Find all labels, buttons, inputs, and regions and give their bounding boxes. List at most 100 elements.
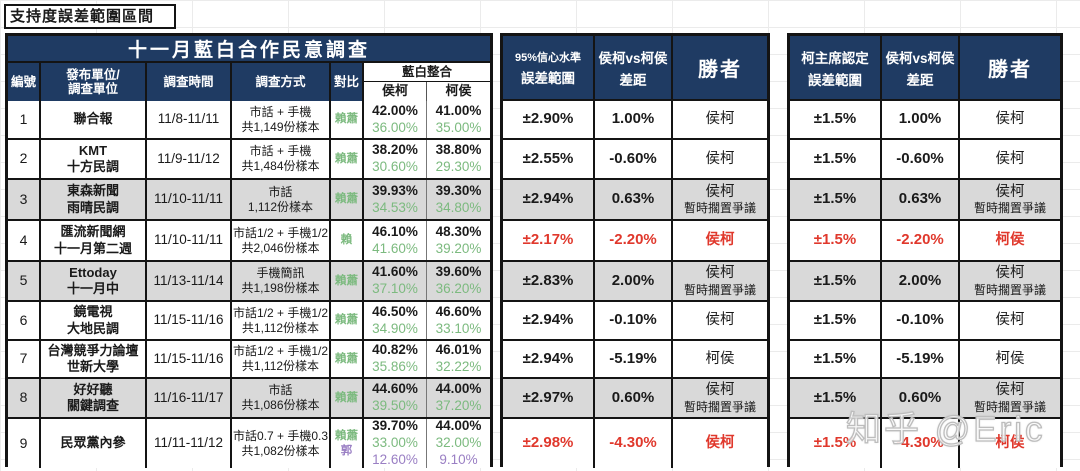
ko-table-body: ±1.5% 1.00% 侯柯 ±1.5% -0.60% 侯柯 ±1.5% 0.63% 侯柯 暫時擱…	[790, 101, 1060, 468]
cell-row-number: 3	[8, 180, 41, 219]
poll-row: 6 鏡電視 大地民調 11/15-11/16 市話1/2 + 手機1/2 共1,112份樣…	[8, 302, 490, 341]
ci95-error-range: ±2.94%	[503, 302, 595, 339]
poll-row: 8 好好聽 關鍵調查 11/16-11/17 市話 共1,086份樣本 賴蕭 44.60% 39…	[8, 379, 490, 419]
ci95-winner: 侯柯 暫時擱置爭議	[683, 382, 756, 414]
cell-publisher: KMT 十方民調	[41, 140, 147, 178]
cell-hou-ko-support: 44.60% 39.50%	[364, 379, 427, 417]
ko-margin-error-range: ±1.5%	[790, 419, 882, 468]
cell-hou-ko-support: 39.93% 34.53%	[364, 180, 427, 219]
header-error-range-95: 95%信心水準 誤差範圍	[503, 36, 595, 99]
ko-margin-table: 柯主席認定 誤差範圍 侯柯vs柯侯 差距 勝者 ±1.5% 1.00% 侯柯 ±1.5…	[787, 33, 1063, 468]
ci95-gap: -0.60%	[595, 140, 673, 178]
cell-survey-period: 11/11-11/12	[147, 419, 232, 468]
cell-compare-ticket: 賴蕭	[331, 341, 364, 377]
ko-margin-row: ±1.5% -0.10% 侯柯	[790, 302, 1060, 341]
cell-row-number: 5	[8, 262, 41, 300]
cell-compare-ticket: 賴蕭	[331, 101, 364, 138]
ci95-row: ±2.17% -2.20% 侯柯	[503, 221, 767, 262]
ko-margin-error-range: ±1.5%	[790, 262, 882, 300]
cell-survey-period: 11/10-11/11	[147, 221, 232, 260]
cell-survey-method: 市話0.7 + 手機0.3 共1,082份樣本	[232, 419, 331, 468]
cell-survey-method: 市話1/2 + 手機1/2 共1,112份樣本	[232, 341, 331, 377]
ko-margin-error-range: ±1.5%	[790, 379, 882, 417]
cell-hou-ko-support: 42.00% 36.00%	[364, 101, 427, 138]
header-hou-ko: 侯柯	[364, 82, 427, 101]
confidence-95-table: 95%信心水準 誤差範圍 侯柯vs柯侯 差距 勝者 ±2.90% 1.00% 侯柯 ±…	[500, 33, 770, 468]
ci95-error-range: ±2.94%	[503, 341, 595, 377]
cell-ko-hou-support: 46.60% 33.10%	[435, 303, 482, 336]
ko-margin-gap: 2.00%	[882, 262, 960, 300]
ci95-error-range: ±2.83%	[503, 262, 595, 300]
ko-margin-gap: -0.10%	[882, 302, 960, 339]
cell-survey-period: 11/9-11/12	[147, 140, 232, 178]
cell-survey-period: 11/15-11/16	[147, 341, 232, 377]
ci95-winner: 侯柯	[705, 111, 735, 128]
cell-ko-hou-support: 41.00% 35.00%	[435, 102, 482, 135]
header-time: 調查時間	[147, 63, 232, 101]
cell-row-number: 9	[8, 419, 41, 468]
ko-margin-winner: 柯侯	[995, 232, 1025, 249]
ci95-gap: -0.10%	[595, 302, 673, 339]
ko-margin-error-range: ±1.5%	[790, 341, 882, 377]
ko-margin-row: ±1.5% 2.00% 侯柯 暫時擱置爭議	[790, 262, 1060, 302]
ci95-gap: -5.19%	[595, 341, 673, 377]
ci95-row: ±2.97% 0.60% 侯柯 暫時擱置爭議	[503, 379, 767, 419]
cell-ko-hou-support: 46.01% 32.22%	[435, 342, 482, 374]
poll-row: 3 東森新聞 雨晴民調 11/10-11/11 市話 1,112份樣本 賴蕭 39.93% 34…	[8, 180, 490, 221]
ko-margin-winner: 柯侯	[995, 350, 1025, 367]
ko-margin-row: ±1.5% 0.63% 侯柯 暫時擱置爭議	[790, 180, 1060, 221]
poll-row: 5 Ettoday 十一月中 11/13-11/14 手機簡訊 共1,198份樣本 賴蕭 41…	[8, 262, 490, 302]
ci95-row: ±2.94% -5.19% 柯侯	[503, 341, 767, 379]
cell-publisher: 聯合報	[41, 101, 147, 138]
header-winner: 勝者	[960, 36, 1060, 99]
poll-results-table: 十一月藍白合作民意調查 編號 發布單位/ 調查單位 調查時間 調查方式 對比 藍…	[5, 33, 493, 468]
cell-ko-hou-support: 39.60% 36.20%	[435, 264, 482, 296]
ci95-row: ±2.94% 0.63% 侯柯 暫時擱置爭議	[503, 180, 767, 221]
ci95-winner: 侯柯	[705, 435, 735, 452]
cell-survey-period: 11/8-11/11	[147, 101, 232, 138]
cell-publisher: 台灣競爭力論壇 世新大學	[41, 341, 147, 377]
cell-survey-method: 市話 + 手機 共1,484份樣本	[232, 140, 331, 178]
cell-compare-ticket: 賴	[331, 221, 364, 260]
cell-publisher: 鏡電視 大地民調	[41, 302, 147, 339]
ci95-row: ±2.90% 1.00% 侯柯	[503, 101, 767, 140]
ci95-row: ±2.94% -0.10% 侯柯	[503, 302, 767, 341]
cell-survey-period: 11/10-11/11	[147, 180, 232, 219]
cell-compare-ticket: 賴蕭	[331, 262, 364, 300]
ci95-error-range: ±2.90%	[503, 101, 595, 138]
ko-margin-gap: 0.60%	[882, 379, 960, 417]
ko-margin-row: ±1.5% -0.60% 侯柯	[790, 140, 1060, 180]
confidence-table-body: ±2.90% 1.00% 侯柯 ±2.55% -0.60% 侯柯 ±2.94% 0.63% 侯柯…	[503, 101, 767, 468]
ko-margin-gap: 1.00%	[882, 101, 960, 138]
ci95-gap: 2.00%	[595, 262, 673, 300]
poll-table-body: 1 聯合報 11/8-11/11 市話 + 手機 共1,149份樣本 賴蕭 42.00% 36…	[8, 101, 490, 468]
cell-survey-method: 市話 共1,086份樣本	[232, 379, 331, 417]
ci95-gap: 0.60%	[595, 379, 673, 417]
ci95-gap: 0.63%	[595, 180, 673, 219]
cell-row-number: 7	[8, 341, 41, 377]
cell-compare-ticket: 賴蕭	[331, 302, 364, 339]
cell-ko-hou-support: 44.00% 32.00% 9.10%	[435, 419, 482, 467]
ci95-error-range: ±2.17%	[503, 221, 595, 260]
ko-margin-error-range: ±1.5%	[790, 221, 882, 260]
header-error-range-ko: 柯主席認定 誤差範圍	[790, 36, 882, 99]
cell-row-number: 4	[8, 221, 41, 260]
ci95-error-range: ±2.97%	[503, 379, 595, 417]
poll-row: 1 聯合報 11/8-11/11 市話 + 手機 共1,149份樣本 賴蕭 42.00% 36…	[8, 101, 490, 140]
cell-survey-method: 市話 1,112份樣本	[232, 180, 331, 219]
cell-ko-hou-support: 44.00% 37.20%	[435, 381, 482, 413]
ko-margin-winner: 侯柯 暫時擱置爭議	[973, 183, 1046, 216]
ci95-error-range: ±2.94%	[503, 180, 595, 219]
header-compare: 對比	[331, 63, 364, 101]
ci95-row: ±2.55% -0.60% 侯柯	[503, 140, 767, 180]
cell-survey-period: 11/16-11/17	[147, 379, 232, 417]
ko-margin-winner: 柯侯	[995, 435, 1025, 452]
ko-margin-gap: -0.60%	[882, 140, 960, 178]
cell-survey-method: 市話1/2 + 手機1/2 共1,112份樣本	[232, 302, 331, 339]
cell-hou-ko-support: 41.60% 37.10%	[364, 262, 427, 300]
cell-hou-ko-support: 39.70% 33.00% 12.60%	[364, 419, 427, 468]
header-ko-hou: 柯侯	[427, 82, 490, 101]
cell-compare-ticket: 賴蕭	[331, 180, 364, 219]
header-gap: 侯柯vs柯侯 差距	[595, 36, 673, 99]
cell-row-number: 6	[8, 302, 41, 339]
